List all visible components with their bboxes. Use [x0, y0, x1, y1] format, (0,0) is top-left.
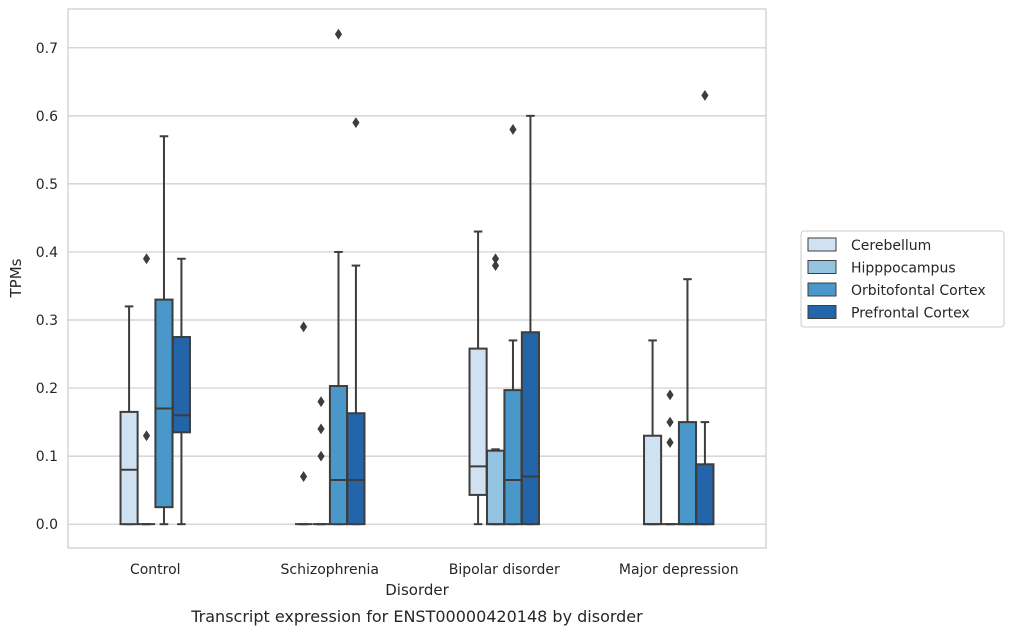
plot-frame [67, 8, 767, 549]
outlier-point [142, 430, 151, 442]
box-2-3 [520, 114, 540, 526]
box-3-0 [643, 339, 663, 526]
outlier-point [491, 260, 500, 271]
legend-swatch [807, 282, 837, 297]
outlier-point [317, 423, 325, 435]
legend-entry-label: Prefrontal Cortex [851, 306, 970, 322]
box-iqr [468, 347, 488, 496]
box-iqr [171, 336, 191, 434]
legend-swatch [807, 237, 837, 252]
x-tick-labels: Control Schizophrenia Bipolar disorder Majo… [130, 562, 739, 578]
box-iqr [119, 410, 139, 526]
outlier-point [509, 124, 517, 135]
y-tick-labels: 0.0 0.1 0.2 0.3 0.4 0.5 0.6 0.7 [36, 41, 58, 533]
legend-entry-label: Orbitofontal Cortex [851, 283, 986, 299]
box-2-0 [468, 230, 488, 526]
y-axis-label: TPMs [7, 258, 25, 298]
legend: Cerebellum Hipppocampus Orbitofontal Corte… [800, 230, 1005, 328]
y-tick-label: 0.7 [36, 41, 58, 57]
outlier-point [491, 253, 500, 265]
y-tick-label: 0.4 [36, 245, 58, 261]
box-iqr [695, 463, 715, 526]
boxes-layer [119, 28, 715, 526]
y-tick-label: 0.0 [36, 517, 58, 533]
box-iqr [520, 331, 540, 526]
box-0-3 [171, 257, 191, 526]
x-axis-label: Disorder [385, 581, 449, 599]
outlier-point [666, 437, 674, 448]
chart-caption: Transcript expression for ENST0000042014… [190, 607, 643, 626]
y-tick-label: 0.6 [36, 109, 58, 125]
box-iqr [677, 421, 698, 526]
box-0-0 [119, 305, 139, 526]
y-tick-label: 0.5 [36, 177, 58, 193]
outlier-point [317, 396, 325, 408]
box-iqr [346, 412, 366, 526]
box-1-1 [312, 396, 330, 526]
box-3-3 [695, 90, 715, 526]
box-iqr [154, 298, 174, 509]
outlier-point [299, 471, 308, 482]
box-iqr [503, 389, 523, 526]
box-iqr [485, 449, 506, 526]
y-tick-label: 0.3 [36, 313, 58, 329]
x-tick-label: Control [130, 562, 181, 578]
box-0-1 [137, 253, 156, 526]
box-3-1 [661, 389, 679, 526]
x-tick-label: Bipolar disorder [449, 562, 560, 578]
outlier-point [666, 416, 674, 428]
y-tick-label: 0.1 [36, 449, 58, 465]
x-tick-label: Schizophrenia [281, 562, 379, 578]
y-tick-label: 0.2 [36, 381, 58, 397]
legend-entry-label: Hipppocampus [851, 261, 956, 277]
legend-swatch [807, 305, 837, 319]
legend-swatch [807, 260, 837, 274]
outlier-point [666, 389, 674, 401]
box-iqr [643, 434, 663, 526]
outlier-point [352, 117, 360, 129]
box-iqr [328, 385, 349, 526]
outlier-point [142, 253, 151, 265]
outlier-point [334, 28, 343, 40]
legend-frame [800, 230, 1005, 328]
box-1-3 [346, 117, 366, 526]
legend-entry-label: Cerebellum [851, 238, 931, 254]
outlier-point [299, 321, 308, 333]
x-tick-label: Major depression [619, 562, 739, 578]
box-1-0 [295, 321, 313, 526]
outlier-point [701, 90, 709, 101]
outlier-point [317, 450, 325, 462]
